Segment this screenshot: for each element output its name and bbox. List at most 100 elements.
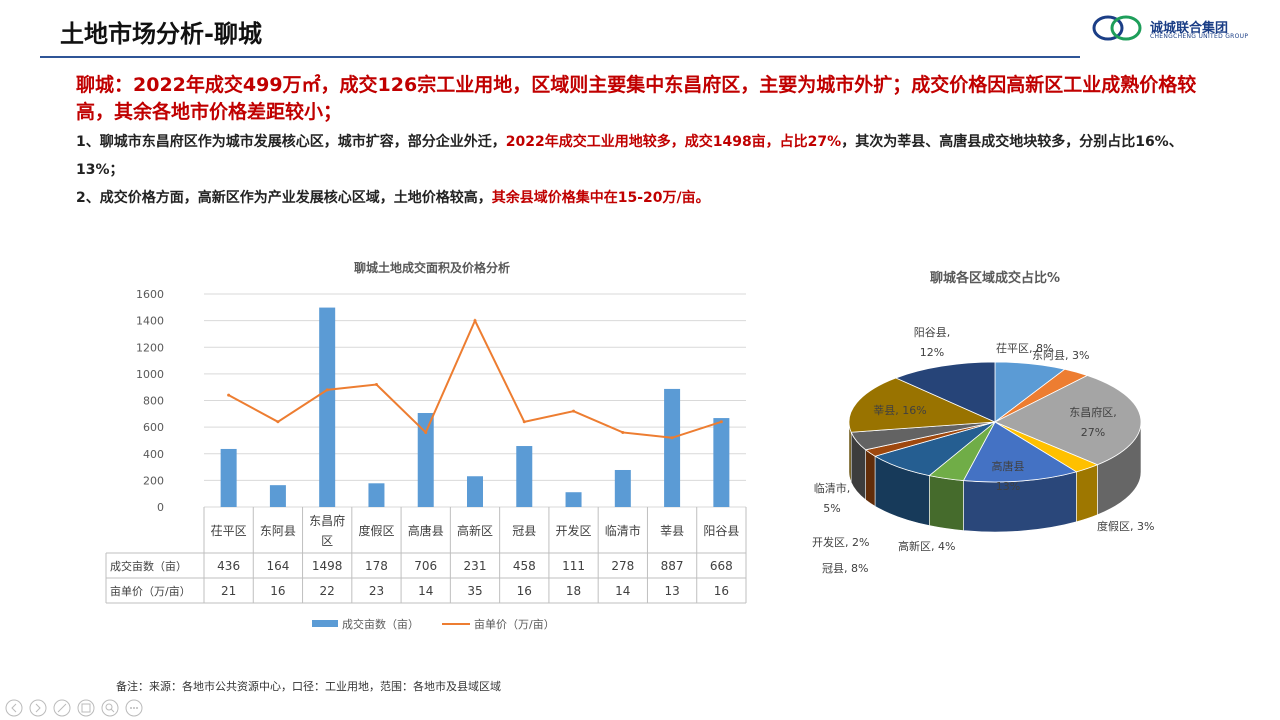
pie-data-label: 临清市,	[814, 481, 851, 495]
table-cell-area: 278	[611, 559, 634, 573]
line-point	[276, 420, 280, 424]
company-logo	[1092, 15, 1142, 41]
line-point	[227, 393, 231, 397]
line-point	[572, 409, 576, 413]
region-share-pie-chart: 聊城各区域成交占比% 茌平区, 8%东阿县, 3% 东昌府区, 27% 度假区, 3% 高…	[812, 270, 1154, 575]
table-cell-area: 458	[513, 559, 536, 573]
table-cell-price: 16	[714, 584, 729, 598]
table-cell-area: 436	[217, 559, 240, 573]
summary-point-1: 1、聊城市东昌府区作为城市发展核心区，城市扩容，部分企业外迁，2022年成交工业…	[76, 128, 1206, 184]
table-cell-area: 111	[562, 559, 585, 573]
pen-icon[interactable]	[53, 699, 71, 717]
area-price-combo-chart: 聊城土地成交面积及价格分析 0 200 400 600 800 1000 1200 1400 16…	[105, 260, 747, 631]
pie-slice	[994, 375, 1142, 466]
header-divider	[40, 56, 1080, 58]
y-left-tick-label: 1600	[136, 288, 164, 301]
table-cell-area: 231	[464, 559, 487, 573]
bar	[664, 388, 681, 507]
y-left-tick-label: 800	[143, 395, 164, 408]
y-left-tick-label: 1000	[136, 368, 164, 381]
table-cell-price: 21	[221, 584, 236, 598]
category-label: 阳谷县	[703, 524, 739, 538]
pie-data-label: 12%	[920, 346, 944, 359]
more-icon[interactable]	[125, 699, 143, 717]
bar	[713, 418, 730, 507]
slides-icon[interactable]	[77, 699, 95, 717]
category-label: 东昌府	[309, 513, 345, 528]
point-1-text-a: 1、聊城市东昌府区作为城市发展核心区，城市扩容，部分企业外迁，	[76, 134, 506, 150]
bar	[614, 469, 631, 507]
category-label: 度假区	[358, 523, 394, 538]
summary-headline: 聊城：2022年成交499万㎡，成交126宗工业用地，区域则主要集中东昌府区，主…	[76, 74, 1197, 123]
legend-label-bar: 成交亩数（亩）	[342, 617, 419, 631]
pie-slice	[894, 361, 996, 423]
table-cell-area: 178	[365, 559, 388, 573]
bar	[269, 485, 286, 507]
pie-data-label: 阳谷县,	[914, 326, 951, 339]
pie-data-label: 东阿县, 3%	[1032, 349, 1089, 362]
point-1-text-c: ，其次为莘县、高唐县成交地块较多，分别占比16%、13%；	[76, 134, 1183, 178]
table-cell-price: 16	[517, 584, 532, 598]
pie-data-label: 冠县, 8%	[822, 562, 868, 575]
pie-data-label: 高唐县	[992, 459, 1025, 473]
pie-data-label: 莘县, 16%	[873, 403, 926, 417]
point-1-highlight: 2022年成交工业用地较多，成交1498亩，占比27%	[505, 134, 842, 150]
table-cell-price: 16	[270, 584, 285, 598]
category-label: 东阿县	[260, 524, 296, 538]
y-left-tick-label: 600	[143, 421, 164, 434]
line-point	[621, 430, 625, 434]
zoom-icon[interactable]	[101, 699, 119, 717]
bar	[565, 492, 582, 507]
pie-data-label: 27%	[1081, 426, 1105, 439]
chart-title: 聊城土地成交面积及价格分析	[354, 260, 510, 275]
table-row-header: 成交亩数（亩）	[110, 559, 187, 573]
bar	[220, 448, 237, 507]
bar	[368, 483, 385, 507]
table-cell-price: 13	[664, 584, 679, 598]
line-point	[374, 383, 378, 387]
category-label: 开发区	[556, 523, 592, 538]
pie-slice	[848, 377, 996, 433]
category-label: 高唐县	[408, 523, 444, 538]
pie-data-label: 东昌府区,	[1069, 405, 1117, 419]
pie-slice	[962, 421, 1078, 483]
pie-data-label: 高新区, 4%	[898, 539, 955, 553]
table-cell-price: 18	[566, 584, 581, 598]
pie-data-label: 13%	[996, 480, 1020, 493]
category-label: 茌平区	[211, 524, 247, 538]
bar	[516, 446, 533, 507]
slide-nav-bar	[5, 699, 143, 717]
y-left-tick-label: 1400	[136, 315, 164, 328]
y-left-tick-label: 200	[143, 474, 164, 487]
table-cell-price: 35	[467, 584, 482, 598]
logo-ring-left-icon	[1092, 15, 1124, 41]
pie-data-label: 开发区, 2%	[812, 535, 869, 549]
table-cell-price: 14	[615, 584, 630, 598]
table-cell-area: 706	[414, 559, 437, 573]
line-point	[522, 420, 526, 424]
y-left-tick-label: 400	[143, 448, 164, 461]
table-cell-area: 668	[710, 559, 733, 573]
pie-slice-side	[865, 449, 876, 507]
table-cell-price: 23	[369, 584, 384, 598]
category-label: 区	[321, 534, 333, 548]
line-point	[670, 436, 674, 440]
y-left-tick-label: 1200	[136, 341, 164, 354]
page-title: 土地市场分析-聊城	[60, 20, 262, 48]
bar	[319, 307, 336, 507]
summary-point-2: 2、成交价格方面，高新区作为产业发展核心区域，土地价格较高，其余县域价格集中在1…	[76, 186, 1206, 210]
point-2-highlight: 其余县域价格集中在15-20万/亩。	[491, 190, 710, 206]
footnote: 备注：来源：各地市公共资源中心，口径：工业用地，范围：各地市及县域区域	[116, 680, 501, 693]
line-point	[325, 388, 329, 392]
category-label: 高新区	[457, 523, 493, 538]
table-row-header: 亩单价（万/亩）	[110, 584, 191, 598]
table-cell-price: 14	[418, 584, 433, 598]
pie-slice-side	[929, 475, 964, 531]
legend-label-line: 亩单价（万/亩）	[474, 617, 555, 631]
table-cell-area: 1498	[312, 559, 343, 573]
prev-icon[interactable]	[5, 699, 23, 717]
category-label: 莘县	[660, 524, 684, 538]
next-icon[interactable]	[29, 699, 47, 717]
logo-text: 诚城联合集团	[1150, 21, 1229, 36]
y-left-tick-label: 0	[157, 501, 164, 514]
